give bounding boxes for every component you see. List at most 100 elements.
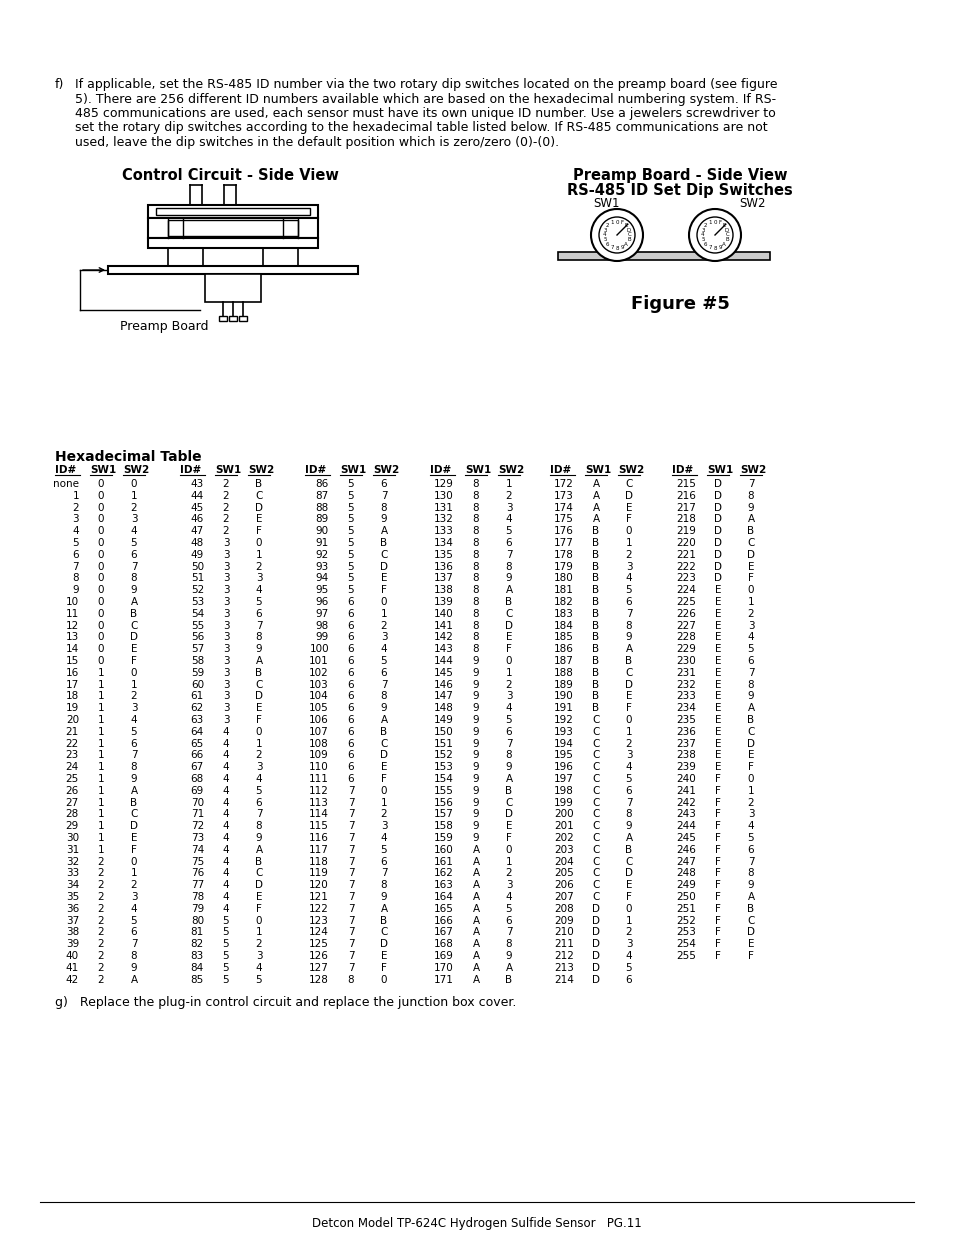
Text: 109: 109 <box>309 751 329 761</box>
Text: 181: 181 <box>554 585 574 595</box>
Text: 7: 7 <box>610 245 613 249</box>
Text: E: E <box>714 597 720 606</box>
Text: D: D <box>624 679 633 689</box>
Text: 1: 1 <box>625 538 632 548</box>
Text: 9: 9 <box>472 715 478 725</box>
Text: E: E <box>714 656 720 666</box>
Text: 4: 4 <box>72 526 79 536</box>
Text: 6: 6 <box>131 550 137 559</box>
Text: 8: 8 <box>505 751 512 761</box>
Text: 242: 242 <box>676 798 696 808</box>
Text: 64: 64 <box>191 727 204 737</box>
Text: F: F <box>625 515 631 525</box>
Text: E: E <box>380 573 387 583</box>
Text: B: B <box>625 845 632 855</box>
Text: D: D <box>746 550 754 559</box>
Text: 46: 46 <box>191 515 204 525</box>
Text: 17: 17 <box>66 679 79 689</box>
Text: A: A <box>625 645 632 655</box>
Text: 0: 0 <box>131 479 137 489</box>
Text: B: B <box>505 597 512 606</box>
Text: 9: 9 <box>472 703 478 713</box>
Text: 118: 118 <box>309 857 329 867</box>
Text: 7: 7 <box>131 751 137 761</box>
Text: A: A <box>380 715 387 725</box>
Text: 4: 4 <box>505 515 512 525</box>
Text: 216: 216 <box>676 490 696 501</box>
Text: D: D <box>592 963 599 973</box>
Text: B: B <box>626 237 630 242</box>
Text: 9: 9 <box>472 832 478 844</box>
Text: 6: 6 <box>72 550 79 559</box>
Text: 0: 0 <box>97 609 104 619</box>
Text: 52: 52 <box>191 585 204 595</box>
Text: 2: 2 <box>625 550 632 559</box>
Text: E: E <box>255 515 262 525</box>
Text: 2: 2 <box>625 739 632 748</box>
Text: 8: 8 <box>747 868 754 878</box>
Text: 217: 217 <box>676 503 696 513</box>
Text: 182: 182 <box>554 597 574 606</box>
Text: 7: 7 <box>347 821 354 831</box>
Text: 144: 144 <box>434 656 454 666</box>
Text: 167: 167 <box>434 927 454 937</box>
Text: 193: 193 <box>554 727 574 737</box>
Text: 4: 4 <box>255 963 262 973</box>
Text: 5: 5 <box>347 538 354 548</box>
Text: 7: 7 <box>131 939 137 950</box>
Text: F: F <box>715 951 720 961</box>
Text: 4: 4 <box>222 845 229 855</box>
Text: 163: 163 <box>434 881 454 890</box>
Text: 4: 4 <box>505 703 512 713</box>
Text: Figure #5: Figure #5 <box>630 295 729 312</box>
Text: 7: 7 <box>505 739 512 748</box>
Text: F: F <box>715 785 720 795</box>
Text: 1: 1 <box>97 751 104 761</box>
Text: 9: 9 <box>472 821 478 831</box>
Text: 115: 115 <box>309 821 329 831</box>
Text: E: E <box>714 609 720 619</box>
Text: 28: 28 <box>66 809 79 819</box>
Text: 3: 3 <box>747 621 754 631</box>
Text: 2: 2 <box>222 503 229 513</box>
Text: 3: 3 <box>222 585 229 595</box>
Text: C: C <box>505 609 512 619</box>
Text: E: E <box>714 668 720 678</box>
Text: 1: 1 <box>131 679 137 689</box>
Text: F: F <box>747 573 753 583</box>
Text: 100: 100 <box>309 645 329 655</box>
Text: 8: 8 <box>472 562 478 572</box>
Text: 110: 110 <box>309 762 329 772</box>
Text: 0: 0 <box>97 585 104 595</box>
Text: 5: 5 <box>222 951 229 961</box>
Text: 239: 239 <box>676 762 696 772</box>
Text: 113: 113 <box>309 798 329 808</box>
Text: 117: 117 <box>309 845 329 855</box>
Text: 8: 8 <box>131 762 137 772</box>
Text: 6: 6 <box>347 668 354 678</box>
Text: 111: 111 <box>309 774 329 784</box>
Text: 4: 4 <box>380 832 387 844</box>
Text: E: E <box>625 692 632 701</box>
Text: 150: 150 <box>434 727 454 737</box>
Text: A: A <box>592 490 598 501</box>
Text: 104: 104 <box>309 692 329 701</box>
Text: 2: 2 <box>505 679 512 689</box>
Text: 7: 7 <box>347 963 354 973</box>
Text: 2: 2 <box>222 515 229 525</box>
Text: 6: 6 <box>347 762 354 772</box>
Text: 2: 2 <box>605 224 609 228</box>
Text: E: E <box>131 832 137 844</box>
Text: 6: 6 <box>255 609 262 619</box>
Text: 8: 8 <box>472 645 478 655</box>
Text: 140: 140 <box>434 609 454 619</box>
Text: 0: 0 <box>625 715 632 725</box>
Text: ID#: ID# <box>55 466 76 475</box>
Text: E: E <box>131 645 137 655</box>
Text: 7: 7 <box>347 939 354 950</box>
Text: D: D <box>713 526 721 536</box>
Text: 485 communications are used, each sensor must have its own unique ID number. Use: 485 communications are used, each sensor… <box>75 107 775 120</box>
Text: 169: 169 <box>434 951 454 961</box>
Bar <box>148 205 317 219</box>
Text: 8: 8 <box>505 939 512 950</box>
